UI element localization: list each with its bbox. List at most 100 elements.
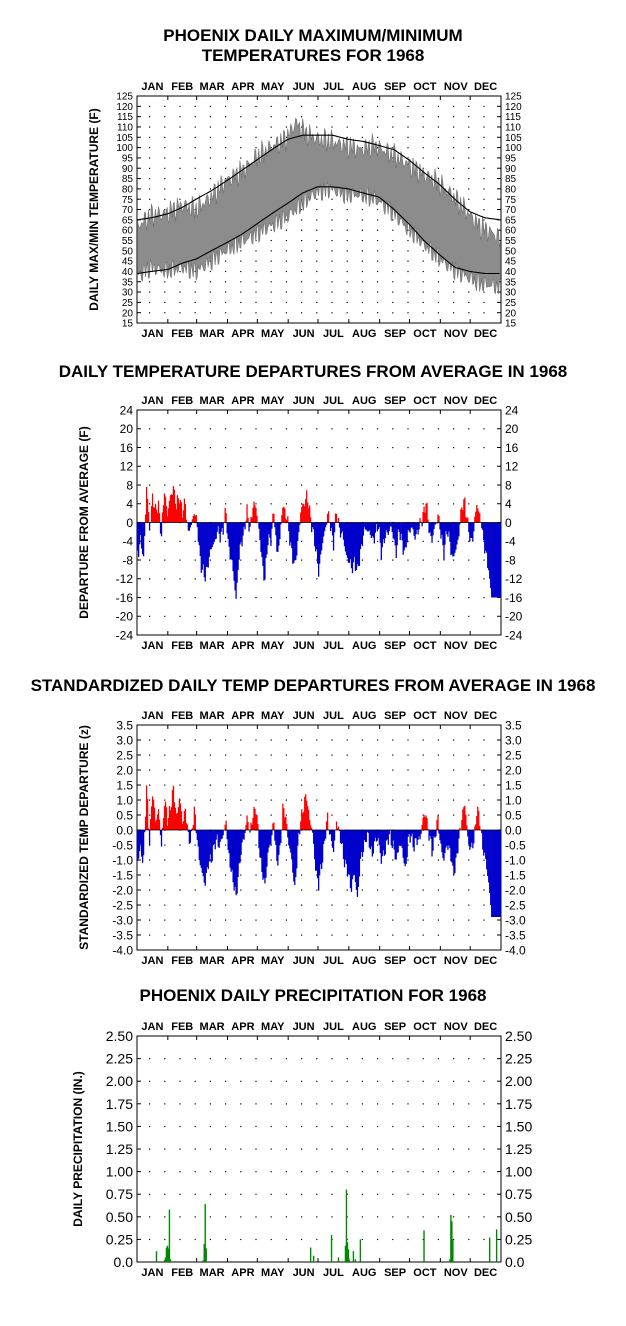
grid-dot: [179, 198, 181, 200]
departure-bar: [481, 830, 483, 834]
grid-dot: [483, 1125, 485, 1128]
grid-dot: [270, 447, 272, 449]
grid-dot: [468, 919, 470, 921]
departure-bar: [425, 815, 427, 830]
grid-dot: [453, 1080, 455, 1082]
departure-bar: [344, 830, 347, 860]
month-label-top: SEP: [384, 395, 406, 407]
grid-dot: [422, 784, 424, 786]
departure-bar: [137, 830, 139, 862]
grid-dot: [361, 814, 363, 816]
grid-dot: [331, 447, 333, 449]
grid-dot: [255, 136, 257, 138]
grid-dot: [361, 484, 363, 486]
grid-dot: [392, 270, 394, 273]
y-tick-label-left: 2.25: [106, 1051, 133, 1067]
grid-dot: [285, 1058, 287, 1060]
grid-dot: [422, 484, 424, 486]
departure-bar: [178, 798, 181, 830]
y-tick-label-left: 20: [122, 308, 134, 319]
y-tick-label-right: 3.0: [505, 733, 522, 747]
departure-bar: [364, 830, 367, 842]
departure-bar: [236, 830, 238, 894]
grid-dot: [149, 291, 151, 293]
y-tick-label-left: -2.0: [112, 883, 133, 897]
grid-dot: [468, 301, 470, 304]
departure-bar: [469, 522, 471, 542]
departure-bar: [210, 830, 212, 863]
grid-dot: [240, 147, 242, 149]
grid-dot: [179, 784, 181, 786]
grid-dot: [164, 1058, 166, 1060]
departure-bar: [214, 522, 216, 540]
departure-bar: [266, 522, 268, 555]
grid-dot: [392, 239, 394, 242]
departure-bar: [360, 522, 363, 545]
grid-dot: [468, 1125, 470, 1128]
grid-dot: [483, 739, 485, 741]
grid-dot: [225, 270, 227, 273]
grid-dot: [255, 105, 257, 108]
grid-dot: [422, 615, 424, 617]
grid-dot: [255, 260, 257, 262]
y-tick-label-right: 24: [505, 403, 519, 417]
y-tick-label-left: 16: [120, 441, 134, 455]
grid-dot: [437, 484, 439, 486]
y-tick-label-right: 25: [505, 298, 517, 309]
grid-dot: [225, 859, 227, 861]
grid-dot: [225, 1148, 227, 1150]
departure-bar: [144, 514, 147, 523]
grid-dot: [316, 312, 318, 314]
departure-bar: [466, 825, 468, 830]
month-label-top: OCT: [413, 81, 437, 93]
grid-dot: [422, 1216, 424, 1218]
departure-bar: [495, 830, 497, 917]
grid-dot: [422, 559, 424, 561]
grid-dot: [225, 919, 227, 921]
departure-bar: [394, 830, 396, 860]
grid-dot: [270, 1216, 272, 1218]
month-label-top: MAY: [261, 395, 285, 407]
grid-dot: [468, 615, 470, 617]
departure-bar: [257, 824, 259, 830]
departure-bar: [483, 830, 485, 856]
grid-dot: [301, 250, 303, 252]
departure-bar: [280, 830, 282, 843]
month-label-bottom: MAY: [261, 1267, 285, 1279]
grid-dot: [361, 116, 363, 118]
departure-bar: [245, 824, 247, 830]
departure-bar: [226, 522, 228, 534]
departure-bar: [444, 522, 446, 545]
grid-dot: [422, 799, 424, 801]
grid-dot: [422, 260, 424, 262]
grid-dot: [361, 447, 363, 449]
departure-bar: [330, 830, 333, 842]
grid-dot: [240, 484, 242, 486]
grid-dot: [209, 615, 211, 617]
grid-dot: [255, 597, 257, 599]
grid-dot: [285, 301, 287, 304]
departure-bar: [190, 830, 192, 832]
grid-dot: [270, 1080, 272, 1082]
month-label-bottom: DEC: [474, 328, 497, 338]
departure-bar: [456, 830, 458, 854]
departure-bar: [500, 522, 502, 598]
departure-bar: [317, 522, 319, 564]
grid-dot: [225, 178, 227, 180]
grid-dot: [483, 540, 485, 542]
grid-dot: [377, 281, 379, 283]
y-tick-label-right: 30: [505, 288, 517, 299]
grid-dot: [316, 116, 318, 118]
month-label-bottom: AUG: [352, 1267, 376, 1279]
grid-dot: [301, 126, 303, 128]
grid-dot: [468, 904, 470, 906]
departure-bar: [371, 522, 374, 537]
grid-dot: [316, 260, 318, 262]
grid-dot: [453, 157, 455, 159]
departure-bar: [444, 830, 446, 854]
precip-bar: [488, 1237, 491, 1262]
grid-dot: [270, 1148, 272, 1150]
grid-dot: [377, 229, 379, 231]
grid-dot: [468, 559, 470, 561]
grid-dot: [225, 784, 227, 786]
